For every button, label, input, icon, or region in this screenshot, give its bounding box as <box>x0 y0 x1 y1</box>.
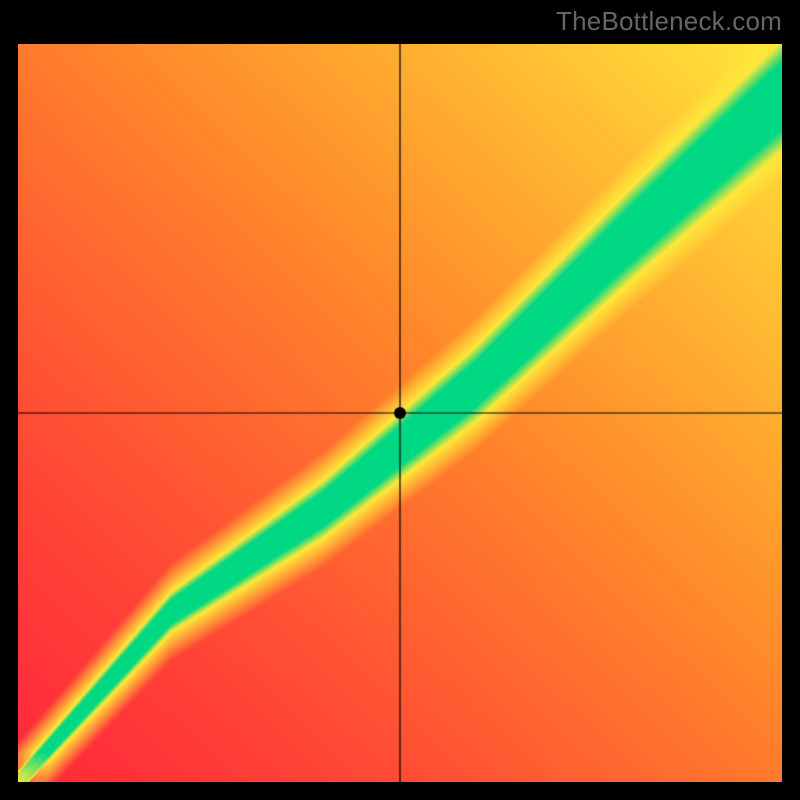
watermark-text: TheBottleneck.com <box>556 6 782 37</box>
chart-container: { "watermark": "TheBottleneck.com", "wat… <box>0 0 800 800</box>
bottleneck-heatmap <box>18 44 782 782</box>
